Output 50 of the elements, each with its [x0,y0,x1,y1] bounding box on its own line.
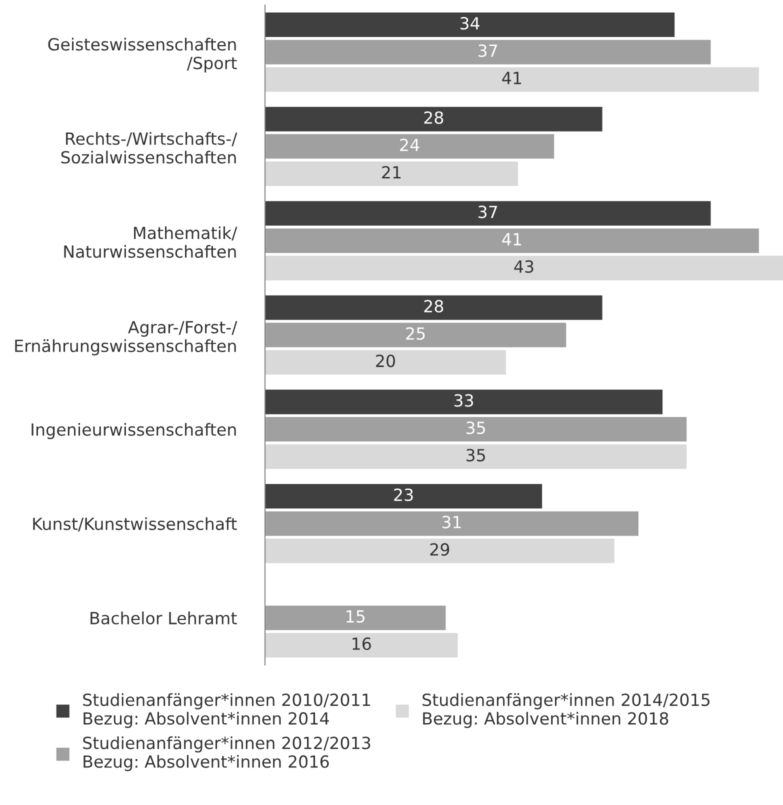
bar [265,40,711,64]
y-tick-label: Ingenieurwissenschaften [32,422,236,440]
data-label: 35 [466,448,485,462]
bar [265,511,638,536]
legend-label: Studienanfänger*innen 2014/2015 Bezug: Absolvent*innen 2018 [422,693,710,728]
data-label: 34 [460,17,480,30]
data-label: 29 [430,543,450,556]
data-label: 37 [478,44,498,57]
bar [265,162,518,186]
data-label: 25 [406,327,425,340]
bar [265,228,759,253]
bar [265,106,602,132]
bar [265,444,687,469]
bar [265,632,458,658]
bar [265,538,614,564]
data-label: 28 [424,300,444,312]
bar [265,67,759,92]
data-label: 33 [454,394,474,407]
bar [265,256,783,280]
data-label: 16 [352,637,371,650]
bar [265,350,506,375]
data-label: 43 [514,260,534,273]
y-tick-label: Geisteswissenschaften /Sport [48,38,237,73]
y-tick-label: Agrar-/Forst-/ Ernährungswissenschaften [15,321,238,356]
bar [265,417,687,442]
data-label: 23 [394,488,413,502]
y-tick-label: Kunst/Kunstwissenschaft [33,517,237,532]
data-label: 31 [442,516,461,528]
bar [265,484,542,508]
bar [265,606,446,630]
bar [265,322,566,348]
bar [265,201,711,226]
bar [265,390,663,414]
data-label: 35 [466,422,485,434]
y-tick-label: Bachelor Lehramt [90,612,237,624]
data-label: 41 [502,233,522,246]
data-label: 21 [382,166,401,178]
data-label: 28 [424,111,444,124]
y-tick-label: Rechts-/Wirtschafts-/ Sozialwissenschaften [61,132,238,164]
data-label: 15 [346,610,364,623]
data-label: 20 [376,354,395,368]
legend-label: Studienanfänger*innen 2010/2011 Bezug: Absolvent*innen 2014 [83,693,370,728]
bar [265,295,602,320]
y-tick-label: Mathematik/ Naturwissenschaften [64,226,238,258]
data-label: 24 [400,138,420,152]
legend-label: Studienanfänger*innen 2012/2013 Bezug: Absolvent*innen 2016 [83,736,370,772]
bar [265,12,675,38]
data-label: 37 [478,206,498,218]
bar [265,134,554,159]
data-label: 41 [502,72,522,84]
